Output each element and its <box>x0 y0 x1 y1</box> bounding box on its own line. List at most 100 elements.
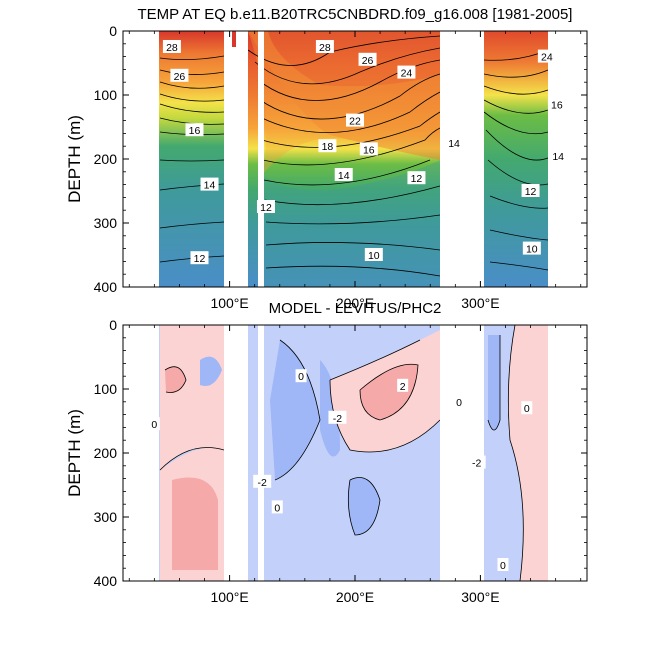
top-axes: 0 100 200 300 400 100°E 200°E 300°E <box>94 23 587 311</box>
top-field <box>159 31 549 287</box>
top-contour-label: 12 <box>256 200 275 214</box>
landmask-south-america <box>440 31 484 287</box>
bottom-x-tick-label: 200°E <box>336 589 374 605</box>
top-contour-label-text: 24 <box>541 52 553 64</box>
landmask-indonesia <box>224 31 248 287</box>
top-contour-label: 14 <box>549 148 568 163</box>
top-y-tick-label: 0 <box>109 23 117 39</box>
top-contour-label-box <box>359 142 378 156</box>
top-contour-label-box <box>547 97 566 111</box>
top-contour-label: 12 <box>190 251 209 265</box>
bottom-contour-label-text: -2 <box>333 413 342 425</box>
top-contour-label: 16 <box>547 97 566 112</box>
warm-tongue <box>248 31 440 175</box>
top-contour-label-box <box>334 168 353 181</box>
top-contour-label-text: 16 <box>363 144 375 156</box>
landmask-new-guinea <box>258 31 264 287</box>
bottom-contour-label-box <box>295 369 307 383</box>
anomaly-neg-central <box>270 340 320 480</box>
top-contour-label: 18 <box>318 139 337 153</box>
top-y-tick-label: 400 <box>94 279 118 295</box>
bottom-contour-label-box <box>328 410 347 424</box>
bottom-contour-label-text: 0 <box>298 371 304 383</box>
top-contour-label-text: 16 <box>189 125 201 137</box>
bottom-contour-label-box <box>148 417 160 431</box>
bottom-contours <box>159 325 524 581</box>
top-contour-label-box <box>537 49 556 63</box>
top-contour-label-box <box>185 123 204 137</box>
top-contour-label-box <box>445 136 464 149</box>
top-y-tick-label: 300 <box>94 215 118 231</box>
top-x-tick-label: 200°E <box>336 295 374 311</box>
bottom-contour-label-box <box>467 455 486 469</box>
top-contour-label-text: 28 <box>319 42 331 54</box>
top-contour-label-text: 14 <box>552 151 564 163</box>
anomaly-pos-core <box>360 364 418 420</box>
warm-pool-east <box>248 31 440 160</box>
top-contour-label-text: 14 <box>204 180 216 192</box>
bottom-panel: MODEL - LEVITUS/PHC2 <box>65 300 588 605</box>
top-contour-label-text: 18 <box>322 141 334 153</box>
anomaly-neg-central-2 <box>320 360 340 457</box>
bottom-x-tick-label: 300°E <box>461 589 499 605</box>
top-contour-label-box <box>358 52 377 66</box>
anomaly-neg-atlantic <box>488 335 500 430</box>
top-contour-label: 24 <box>397 65 416 80</box>
bottom-contour-labels: 0 0 -2 2 0 -2 0 -2 0 0 <box>148 369 533 572</box>
top-panel-title: TEMP AT EQ b.e11.B20TRC5CNBDRD.f09_g16.0… <box>138 6 573 23</box>
bottom-contour-label: 0 <box>453 394 465 409</box>
bottom-contour-label: -2 <box>467 455 486 470</box>
top-contour-label: 12 <box>521 184 540 198</box>
strait-fill <box>232 31 236 47</box>
top-contour-label-box <box>521 184 540 197</box>
anomaly-pos-small <box>165 366 186 393</box>
top-contour-label-box <box>522 241 541 255</box>
top-contour-label-box <box>170 68 189 82</box>
top-contour-label-text: 16 <box>551 100 563 112</box>
bottom-contour-label-text: 0 <box>500 560 506 572</box>
top-contour-label-box <box>364 248 383 261</box>
bottom-contour-label-box <box>453 394 465 408</box>
bottom-contour-label: -2 <box>328 410 347 425</box>
top-contour-label: 28 <box>162 40 181 54</box>
top-x-tick-label: 300°E <box>461 295 499 311</box>
top-contour-label-box <box>318 139 337 153</box>
top-y-axis-label: DEPTH (m) <box>65 115 84 203</box>
top-contour-label-text: 12 <box>411 173 423 185</box>
top-contour-label-text: 22 <box>349 116 361 128</box>
top-contour-label-text: 14 <box>448 138 460 150</box>
bottom-y-axis-label: DEPTH (m) <box>65 409 84 497</box>
top-contour-label-box <box>397 65 416 79</box>
landmask-new-guinea-bottom <box>258 325 264 581</box>
bottom-contour-label-box <box>397 378 409 392</box>
top-contour-label-text: 12 <box>194 253 206 265</box>
bottom-panel-title: MODEL - LEVITUS/PHC2 <box>269 300 442 317</box>
bottom-contour-label-text: 0 <box>274 502 280 514</box>
top-contour-label-text: 24 <box>401 68 413 80</box>
temperature-fill-west <box>159 31 224 287</box>
top-contour-label-text: 10 <box>368 250 380 262</box>
top-contour-label-box <box>346 113 364 127</box>
top-contour-label-text: 28 <box>166 42 178 54</box>
anomaly-neg-deep <box>348 477 380 535</box>
anomaly-pos-atlantic <box>508 325 548 581</box>
top-contour-label-box <box>200 177 219 191</box>
bottom-contour-label-text: 2 <box>400 381 406 393</box>
top-contour-label: 10 <box>364 248 383 262</box>
bottom-contour-label: 0 <box>521 401 533 415</box>
landmask-south-america-bottom <box>440 325 484 581</box>
top-contour-label-text: 14 <box>338 170 350 182</box>
top-contour-label: 10 <box>522 241 541 256</box>
bottom-contour-label-text: -2 <box>472 458 481 470</box>
anomaly-neg-small <box>200 356 222 386</box>
top-contour-label: 22 <box>346 113 364 128</box>
bottom-contour-label-box <box>253 474 272 488</box>
top-contour-label-box <box>256 200 275 213</box>
bottom-contour-label-text: 0 <box>524 403 530 415</box>
bottom-contour-label-box <box>271 500 283 514</box>
top-contour-label-box <box>315 40 334 53</box>
bottom-contour-label-text: 0 <box>151 419 157 431</box>
top-contour-label: 16 <box>185 123 204 137</box>
